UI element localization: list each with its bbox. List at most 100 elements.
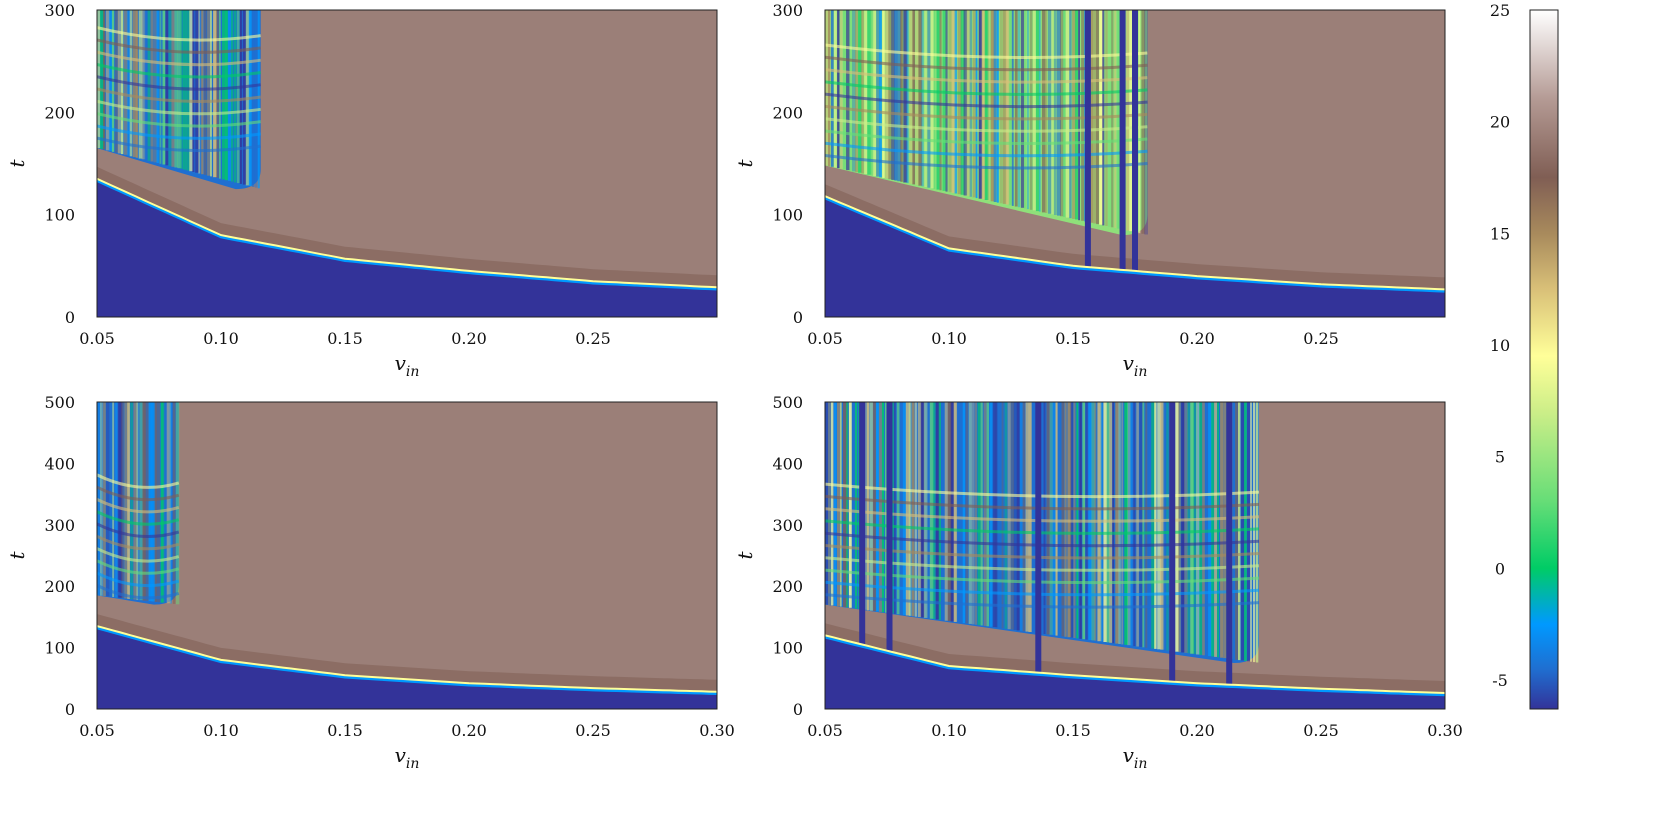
chaotic-stripe [1166, 402, 1169, 651]
chaotic-stripe [825, 402, 829, 605]
chaotic-stripe [139, 402, 144, 601]
colorbar-ticks: 25 20 15 10 5 0 -5 [1490, 1, 1510, 690]
chaotic-band [825, 544, 1260, 560]
chaotic-band [825, 580, 1260, 597]
chaotic-stripe [899, 402, 904, 615]
chaotic-region [825, 10, 1148, 236]
chaotic-stripe [849, 10, 853, 171]
chaotic-band [825, 92, 1148, 109]
chaotic-stripe [875, 402, 879, 612]
chaotic-stripe [1211, 402, 1215, 657]
chaotic-stripe [918, 10, 923, 186]
chaotic-stripe [935, 402, 940, 620]
chaotic-stripe [945, 10, 948, 192]
chaotic-band [825, 593, 1260, 609]
chaotic-stripe [239, 10, 242, 184]
x-tick-label: 0.30 [699, 721, 735, 740]
dark-column [1169, 402, 1176, 682]
y-tick-label: 200 [44, 577, 75, 596]
chaotic-stripe [118, 402, 123, 598]
y-tick-label: 400 [44, 454, 75, 473]
chaotic-stripe [1066, 10, 1070, 218]
dark-column [859, 402, 866, 645]
chaotic-stripe [869, 402, 874, 611]
y-tick-label: 100 [44, 206, 75, 225]
transition-band [825, 623, 1445, 693]
x-tick-label: 0.20 [451, 329, 487, 348]
chaotic-stripe [1139, 402, 1143, 647]
chaotic-stripe [954, 10, 957, 194]
chaotic-stripe [1064, 402, 1067, 637]
chaotic-stripe [1178, 402, 1181, 653]
chaotic-stripe [855, 10, 859, 173]
chaotic-stripe [1184, 402, 1188, 653]
y-tick-label: 100 [772, 206, 803, 225]
dark-column [1226, 402, 1233, 685]
x-axis-label-subscript: in [1134, 756, 1148, 772]
chaotic-band [97, 522, 180, 538]
x-axis-label: vin [395, 743, 420, 772]
chaotic-stripe [893, 402, 896, 614]
chaotic-stripe [201, 10, 204, 175]
chaotic-stripe [1199, 402, 1203, 655]
chaotic-stripe [851, 402, 856, 609]
chaotic-stripe [216, 10, 220, 178]
chaotic-stripe [885, 10, 890, 179]
chaotic-band [97, 485, 180, 502]
chaotic-stripe [878, 402, 883, 612]
chaotic-stripe [1250, 402, 1252, 662]
chaotic-band [97, 571, 180, 588]
chaotic-stripe [900, 10, 903, 182]
chaotic-stripe [1031, 402, 1035, 633]
chaotic-stripe [968, 402, 972, 624]
front-line [97, 177, 717, 289]
chaotic-stripe [1001, 402, 1004, 629]
chaotic-stripe [995, 402, 998, 628]
chaotic-stripe [971, 402, 975, 625]
chaotic-stripe [1151, 402, 1156, 649]
chaotic-stripe [998, 402, 1003, 628]
chaotic-stripe [1020, 10, 1025, 208]
chaotic-stripe [846, 10, 850, 171]
y-tick-label: 200 [772, 577, 803, 596]
y-tick-label: 0 [793, 308, 803, 327]
chaotic-stripe [843, 10, 847, 170]
chaotic-stripe [908, 402, 912, 616]
chaotic-stripe [207, 10, 211, 176]
chaotic-stripe [1244, 402, 1247, 661]
chaotic-stripe [130, 402, 133, 600]
chaotic-stripe [915, 10, 919, 186]
chaotic-stripe [148, 402, 153, 602]
x-tick-label: 0.15 [327, 329, 363, 348]
chaotic-stripe [975, 10, 978, 199]
x-tick-label: 0.20 [1179, 721, 1215, 740]
x-tick-label: 0.15 [1055, 721, 1091, 740]
y-tick-label: 400 [772, 454, 803, 473]
x-axis-label-subscript: in [406, 756, 420, 772]
x-tick-label: 0.10 [931, 721, 967, 740]
chaotic-stripe [944, 402, 949, 621]
chaotic-stripe [166, 402, 171, 604]
chaotic-band [97, 112, 261, 128]
chaotic-stripe [1004, 402, 1008, 629]
chaotic-stripe [854, 402, 857, 609]
heatmap-bottom-right [825, 402, 1445, 709]
x-tick-label: 0.10 [203, 329, 239, 348]
y-tick-label: 0 [65, 308, 75, 327]
x-tick-label: 0.05 [807, 329, 843, 348]
chaotic-stripe [222, 10, 226, 180]
chaotic-stripe [867, 10, 872, 175]
chaotic-stripe [969, 10, 972, 197]
heatmap-top-right [825, 10, 1445, 317]
x-tick-label: 0.25 [575, 329, 611, 348]
chaotic-stripe [897, 10, 901, 182]
chaotic-stripe [980, 402, 983, 626]
chaotic-stripe [219, 10, 221, 179]
chaotic-stripe [1124, 402, 1128, 645]
x-ticks: 0.05 0.10 0.15 0.20 0.25 [79, 329, 611, 348]
chaotic-stripe [127, 402, 130, 599]
panel-bottom-right: 0.05 0.10 0.15 0.20 0.25 0.30 0 100 200 … [733, 393, 1463, 772]
chaotic-stripe [198, 10, 201, 174]
x-tick-label: 0.30 [1427, 721, 1463, 740]
chaotic-stripe [172, 402, 176, 604]
